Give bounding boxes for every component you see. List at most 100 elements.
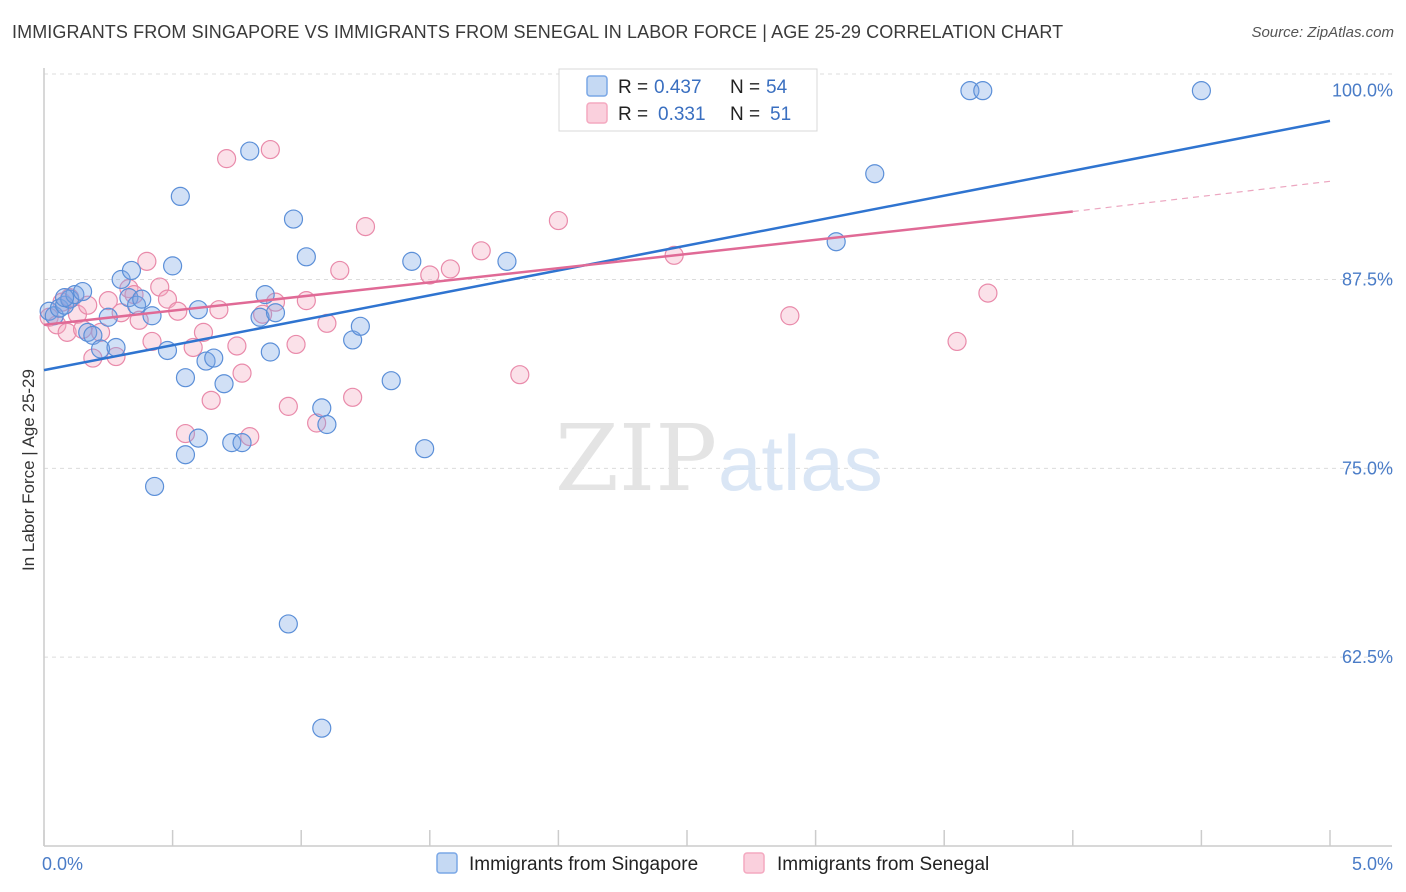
singapore-point-22 bbox=[188, 428, 208, 448]
watermark: ZIP atlas bbox=[555, 405, 883, 512]
x-tick-label-1: 5.0% bbox=[1352, 854, 1393, 874]
singapore-point-47 bbox=[312, 718, 332, 738]
y-tick-label-3: 100.0% bbox=[1332, 81, 1393, 101]
watermark-zip: ZIP bbox=[555, 405, 717, 512]
y-axis-label: In Labor Force | Age 25-29 bbox=[19, 369, 38, 571]
chart-title: IMMIGRANTS FROM SINGAPORE VS IMMIGRANTS … bbox=[12, 22, 1064, 42]
senegal-point-40 bbox=[355, 217, 376, 237]
legend-n-label-singapore: N = bbox=[730, 77, 760, 98]
senegal-point-41 bbox=[420, 265, 440, 285]
singapore-point-26 bbox=[214, 374, 234, 394]
singapore-point-53 bbox=[54, 288, 75, 308]
legend-r-senegal: 0.331 bbox=[658, 104, 706, 125]
senegal-point-36 bbox=[307, 413, 327, 433]
singapore-point-6 bbox=[72, 281, 93, 302]
singapore-point-27 bbox=[222, 433, 242, 453]
senegal-point-49 bbox=[780, 306, 800, 326]
singapore-trend-line bbox=[43, 119, 1331, 372]
legend-swatch-senegal bbox=[586, 102, 608, 124]
singapore-point-41 bbox=[381, 371, 401, 391]
senegal-point-34 bbox=[286, 334, 306, 355]
senegal-trend-line bbox=[43, 210, 1073, 327]
singapore-points bbox=[39, 81, 1212, 738]
senegal-point-18 bbox=[150, 277, 170, 297]
y-tick-label-2: 87.5% bbox=[1342, 269, 1393, 289]
singapore-point-33 bbox=[265, 303, 286, 323]
legend-r-singapore: 0.437 bbox=[654, 77, 702, 98]
senegal-point-44 bbox=[510, 365, 530, 385]
senegal-point-42 bbox=[440, 259, 460, 279]
singapore-point-7 bbox=[78, 322, 98, 342]
senegal-point-25 bbox=[209, 300, 229, 320]
senegal-point-31 bbox=[260, 139, 280, 160]
singapore-point-34 bbox=[278, 614, 298, 634]
senegal-point-21 bbox=[175, 423, 196, 444]
senegal-point-23 bbox=[193, 322, 214, 342]
singapore-point-16 bbox=[132, 289, 152, 309]
singapore-point-19 bbox=[163, 256, 183, 276]
singapore-point-52 bbox=[1191, 81, 1212, 101]
bottom-legend-label-singapore: Immigrants from Singapore bbox=[469, 854, 698, 875]
singapore-point-28 bbox=[232, 433, 252, 453]
trend-lines bbox=[43, 119, 1331, 372]
singapore-point-48 bbox=[826, 232, 846, 252]
senegal-point-10 bbox=[98, 291, 118, 311]
senegal-point-27 bbox=[227, 336, 247, 356]
senegal-trend-extension bbox=[1072, 180, 1331, 213]
singapore-point-3 bbox=[54, 295, 75, 315]
bottom-legend-label-senegal: Immigrants from Senegal bbox=[777, 854, 989, 875]
singapore-point-37 bbox=[312, 398, 332, 418]
senegal-point-24 bbox=[201, 390, 221, 410]
singapore-point-43 bbox=[415, 439, 435, 459]
senegal-point-39 bbox=[343, 387, 363, 407]
senegal-point-28 bbox=[232, 363, 252, 383]
singapore-point-30 bbox=[250, 307, 270, 327]
singapore-point-35 bbox=[283, 209, 304, 229]
senegal-point-45 bbox=[548, 210, 569, 231]
legend-r-label-senegal: R = bbox=[618, 104, 648, 125]
legend-swatch-singapore bbox=[586, 75, 608, 97]
axes bbox=[43, 68, 1392, 847]
y-tick-label-0: 62.5% bbox=[1342, 647, 1393, 667]
singapore-point-38 bbox=[317, 414, 337, 435]
singapore-point-40 bbox=[350, 316, 370, 336]
senegal-point-29 bbox=[240, 427, 260, 447]
singapore-point-44 bbox=[497, 251, 517, 271]
legend-n-label-senegal: N = bbox=[730, 104, 760, 125]
senegal-point-50 bbox=[947, 331, 967, 352]
singapore-point-36 bbox=[296, 247, 316, 267]
legend-n-singapore: 54 bbox=[766, 77, 788, 98]
source-label: Source: ZipAtlas.com bbox=[1251, 24, 1394, 41]
bottom-legend-swatch-senegal bbox=[743, 852, 765, 874]
senegal-point-51 bbox=[978, 283, 998, 303]
series-legend: Immigrants from Singapore Immigrants fro… bbox=[436, 852, 989, 875]
senegal-point-26 bbox=[217, 149, 237, 169]
senegal-point-38 bbox=[330, 260, 350, 281]
watermark-atlas: atlas bbox=[718, 419, 883, 507]
senegal-point-43 bbox=[471, 241, 491, 261]
bottom-legend-swatch-singapore bbox=[436, 852, 458, 874]
singapore-point-45 bbox=[144, 476, 165, 497]
senegal-point-33 bbox=[278, 396, 298, 416]
singapore-point-32 bbox=[260, 342, 280, 362]
singapore-point-17 bbox=[142, 306, 162, 326]
singapore-point-29 bbox=[240, 141, 260, 161]
gridlines bbox=[44, 73, 1392, 658]
x-tick-labels: 0.0% 5.0% bbox=[42, 854, 1393, 874]
singapore-point-42 bbox=[402, 251, 422, 271]
singapore-point-49 bbox=[865, 164, 885, 184]
singapore-point-20 bbox=[170, 186, 190, 207]
x-tick-label-0: 0.0% bbox=[42, 854, 83, 874]
legend-n-senegal: 51 bbox=[770, 104, 791, 125]
singapore-point-24 bbox=[196, 351, 216, 371]
y-tick-label-1: 75.0% bbox=[1342, 458, 1393, 478]
singapore-point-46 bbox=[175, 445, 196, 465]
singapore-point-51 bbox=[973, 81, 993, 101]
singapore-point-21 bbox=[175, 368, 196, 388]
senegal-point-16 bbox=[137, 251, 157, 271]
y-tick-labels: 62.5% 75.0% 87.5% 100.0% bbox=[1332, 81, 1393, 668]
senegal-point-3 bbox=[57, 322, 77, 342]
singapore-point-14 bbox=[121, 260, 142, 281]
senegal-points bbox=[39, 81, 998, 447]
